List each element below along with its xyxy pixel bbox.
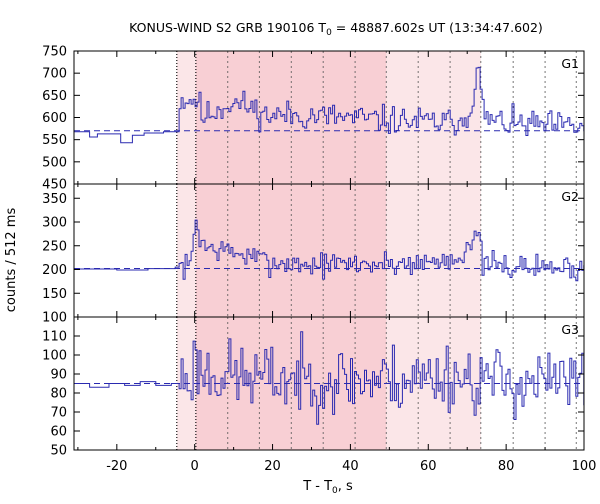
count-rate-series: [74, 66, 585, 144]
y-tick-label: 200: [42, 263, 67, 278]
y-tick-label: 300: [42, 216, 67, 231]
y-tick-label: 110: [42, 330, 67, 345]
x-tick-label: 20: [264, 459, 281, 474]
y-tick-label: 600: [42, 111, 67, 126]
x-axis-label: T - T0, s: [302, 479, 353, 496]
y-tick-label: 100: [42, 311, 67, 326]
y-tick-label: 650: [42, 89, 67, 104]
y-tick-label: 550: [42, 133, 67, 148]
chart-title: KONUS-WIND S2 GRB 190106 T0 = 48887.602s…: [129, 20, 543, 38]
y-tick-label: 100: [42, 349, 67, 364]
y-tick-label: 90: [50, 368, 67, 383]
count-rate-series: [74, 219, 585, 282]
count-rate-series: [74, 331, 585, 425]
y-tick-label: 80: [50, 387, 67, 402]
y-tick-label: 50: [50, 444, 67, 459]
x-tick-label: 60: [420, 459, 437, 474]
y-tick-label: 500: [42, 155, 67, 170]
x-tick-label: 0: [191, 459, 199, 474]
panel-g2: 100 150 200 250 300 350 G2: [42, 183, 585, 326]
y-tick-label: 150: [42, 287, 67, 302]
y-tick-label: 700: [42, 67, 67, 82]
panel-label: G2: [561, 189, 579, 204]
y-tick-label: 450: [42, 178, 67, 193]
y-axis-label: counts / 512 ms: [4, 208, 19, 313]
x-tick-label: 100: [572, 459, 597, 474]
panel-label: G3: [561, 322, 579, 337]
y-tick-label: 750: [42, 45, 67, 60]
y-tick-label: 60: [50, 425, 67, 440]
y-tick-label: 250: [42, 239, 67, 254]
y-tick-label: 70: [50, 406, 67, 421]
x-tick-label: -20: [106, 459, 127, 474]
x-tick-label: 40: [342, 459, 359, 474]
panel-g1: 450 500 550 600 650 700 750 G1: [42, 45, 585, 193]
x-tick-label: 80: [498, 459, 515, 474]
y-tick-label: 350: [42, 192, 67, 207]
panel-g3: 50 60 70 80 90 100 110 G3: [42, 316, 585, 459]
panel-label: G1: [561, 56, 579, 71]
panel-frame: [73, 316, 585, 451]
